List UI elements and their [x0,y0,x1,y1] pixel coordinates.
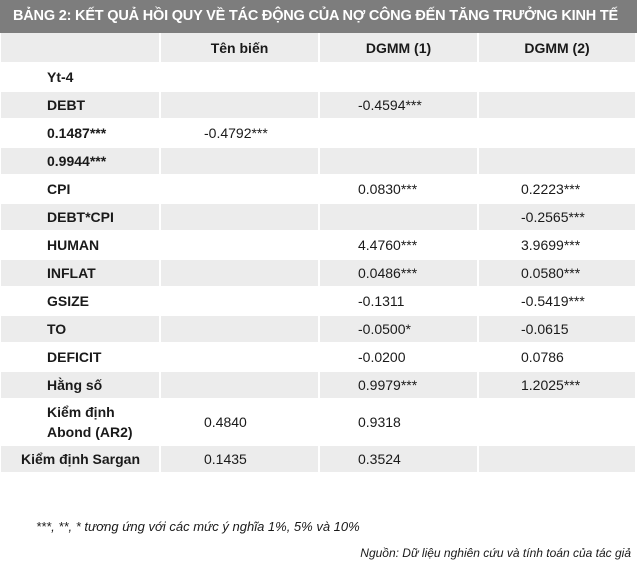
cell-dgmm1: -0.1311 [319,287,479,316]
cell-variable [160,315,320,344]
row-label: Yt-4 [1,63,161,92]
cell-dgmm2 [478,63,637,92]
cell-dgmm2: 0.2223*** [478,175,637,204]
cell-variable [160,259,320,288]
header-cell-dgmm2: DGMM (2) [478,33,637,64]
table-row: INFLAT 0.0486*** 0.0580*** [1,259,637,288]
header-cell-variable: Tên biến [160,33,320,64]
cell-variable [160,63,320,92]
cell-dgmm1 [319,147,479,176]
row-label: Kiểm định Sargan [1,445,161,474]
cell-dgmm2: -0.5419*** [478,287,637,316]
cell-dgmm2 [478,147,637,176]
cell-dgmm1: 0.9318 [319,399,479,446]
cell-dgmm2: 3.9699*** [478,231,637,260]
row-label: Hằng số [1,371,161,400]
row-label: HUMAN [1,231,161,260]
cell-dgmm1: -0.4594*** [319,91,479,120]
row-label: Kiểm định Abond (AR2) [1,399,161,446]
table-row: DEFICIT -0.0200 0.0786 [1,343,637,372]
row-label: DEBT [1,91,161,120]
table-row: CPI 0.0830*** 0.2223*** [1,175,637,204]
cell-dgmm2: 0.0580*** [478,259,637,288]
row-label: DEBT*CPI [1,203,161,232]
cell-variable [160,147,320,176]
cell-dgmm2: 0.0786 [478,343,637,372]
cell-dgmm2: -0.0615 [478,315,637,344]
table-row: 0.9944*** [1,147,637,176]
header-cell-blank [1,33,161,64]
table-row: Kiểm định Abond (AR2) 0.4840 0.9318 [1,399,637,446]
cell-dgmm1 [319,203,479,232]
table-row: Kiểm định Sargan 0.1435 0.3524 [1,445,637,474]
cell-variable [160,231,320,260]
row-label: DEFICIT [1,343,161,372]
table-row: DEBT -0.4594*** [1,91,637,120]
cell-dgmm2 [478,399,637,446]
cell-dgmm2 [478,91,637,120]
cell-dgmm2 [478,445,637,474]
header-cell-dgmm1: DGMM (1) [319,33,479,64]
cell-dgmm1 [319,63,479,92]
cell-variable [160,91,320,120]
cell-variable [160,343,320,372]
cell-dgmm1: 0.3524 [319,445,479,474]
cell-variable: 0.4840 [160,399,320,446]
source-note: Nguồn: Dữ liệu nghiên cứu và tính toán c… [360,546,631,560]
cell-variable [160,371,320,400]
table-row: TO -0.0500* -0.0615 [1,315,637,344]
table-row: GSIZE -0.1311 -0.5419*** [1,287,637,316]
cell-variable [160,175,320,204]
cell-variable: 0.1435 [160,445,320,474]
row-label: 0.9944*** [1,147,161,176]
cell-dgmm2 [478,119,637,148]
table-row: Hằng số 0.9979*** 1.2025*** [1,371,637,400]
cell-dgmm2: 1.2025*** [478,371,637,400]
cell-dgmm2: -0.2565*** [478,203,637,232]
row-label: GSIZE [1,287,161,316]
row-label: INFLAT [1,259,161,288]
cell-dgmm1: -0.0200 [319,343,479,372]
table-row: HUMAN 4.4760*** 3.9699*** [1,231,637,260]
regression-table: Tên biến DGMM (1) DGMM (2) Yt-4 DEBT -0.… [1,33,637,474]
row-label: CPI [1,175,161,204]
cell-dgmm1 [319,119,479,148]
cell-dgmm1: 0.9979*** [319,371,479,400]
table-row: 0.1487*** -0.4792*** [1,119,637,148]
cell-dgmm1: -0.0500* [319,315,479,344]
row-label: TO [1,315,161,344]
table-row: Yt-4 [1,63,637,92]
cell-dgmm1: 0.0486*** [319,259,479,288]
table-row: DEBT*CPI -0.2565*** [1,203,637,232]
cell-dgmm1: 4.4760*** [319,231,479,260]
cell-variable [160,287,320,316]
table-header-row: Tên biến DGMM (1) DGMM (2) [1,33,637,64]
cell-dgmm1: 0.0830*** [319,175,479,204]
row-label: 0.1487*** [1,119,161,148]
table-title: BẢNG 2: KẾT QUẢ HỒI QUY VỀ TÁC ĐỘNG CỦA … [0,0,637,33]
cell-variable [160,203,320,232]
significance-footnote: ***, **, * tương ứng với các mức ý nghĩa… [36,519,360,534]
cell-variable: -0.4792*** [160,119,320,148]
